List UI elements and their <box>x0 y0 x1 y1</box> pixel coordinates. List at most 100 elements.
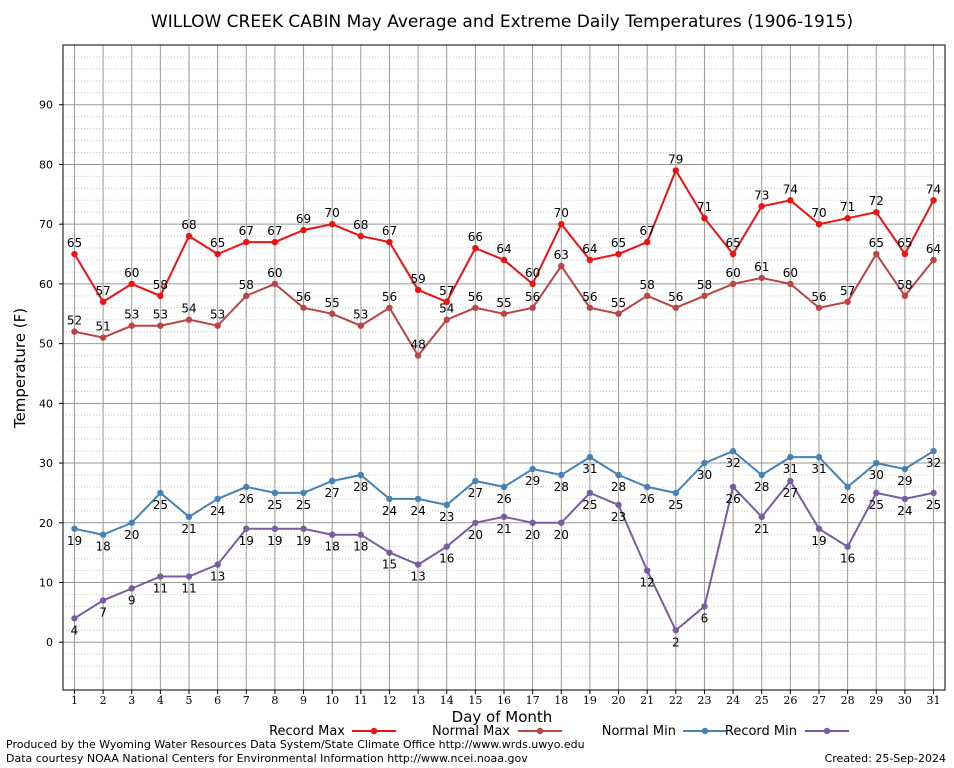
data-label: 65 <box>725 236 740 250</box>
data-point <box>472 304 479 311</box>
x-tick-label: 24 <box>726 694 740 707</box>
data-point <box>99 298 107 306</box>
data-label: 57 <box>439 284 454 298</box>
data-label: 54 <box>181 302 196 316</box>
data-point <box>844 214 851 222</box>
data-label: 64 <box>582 242 597 256</box>
data-point <box>271 238 279 246</box>
x-tick-label: 13 <box>411 694 425 707</box>
y-tick-label: 60 <box>39 278 53 291</box>
data-label: 52 <box>67 314 82 328</box>
data-point <box>787 280 794 288</box>
data-label: 68 <box>353 218 368 232</box>
data-label: 31 <box>783 462 798 476</box>
data-label: 13 <box>410 570 425 584</box>
data-point <box>243 238 250 246</box>
x-tick-label: 23 <box>697 694 711 707</box>
data-point <box>643 483 651 491</box>
x-tick-label: 19 <box>583 694 597 707</box>
data-label: 2 <box>672 635 680 649</box>
data-point <box>71 328 78 335</box>
data-label: 64 <box>926 242 941 256</box>
data-point <box>901 292 909 300</box>
x-tick-label: 16 <box>497 694 511 707</box>
data-point <box>615 501 622 509</box>
data-point <box>558 471 565 479</box>
data-label: 54 <box>439 302 454 316</box>
data-point <box>328 531 336 538</box>
y-tick-label: 40 <box>39 397 53 410</box>
data-label: 23 <box>611 510 626 524</box>
data-point <box>672 627 680 634</box>
x-tick-label: 26 <box>783 694 797 707</box>
data-point <box>214 561 221 568</box>
data-point <box>214 495 221 503</box>
data-label: 73 <box>754 188 769 202</box>
data-label: 26 <box>496 492 511 506</box>
data-point <box>586 453 594 461</box>
legend-swatch-marker <box>536 727 544 735</box>
series-record-max: 65 57 60 58 68 65 67 67 69 70 68 67 59 57 66 64 60 70 64 65… <box>67 152 941 306</box>
data-point <box>386 304 393 311</box>
x-tick-label: 15 <box>468 694 482 707</box>
data-point <box>128 519 135 526</box>
data-point <box>243 525 250 532</box>
data-label: 19 <box>67 534 82 548</box>
data-point <box>529 280 536 288</box>
data-point <box>185 573 193 580</box>
data-label: 25 <box>926 498 941 512</box>
data-point <box>128 585 135 592</box>
data-label: 67 <box>239 224 254 238</box>
legend-swatch-marker <box>823 727 831 735</box>
data-point <box>472 244 479 252</box>
x-tick-label: 2 <box>100 694 107 707</box>
data-point <box>815 304 823 311</box>
y-tick-label: 90 <box>39 99 53 112</box>
data-label: 24 <box>897 504 912 518</box>
data-label: 67 <box>267 224 282 238</box>
data-label: 67 <box>640 224 655 238</box>
data-label: 60 <box>124 266 139 280</box>
data-label: 24 <box>410 504 425 518</box>
data-point <box>157 322 164 329</box>
data-label: 65 <box>210 236 225 250</box>
data-point <box>386 549 393 556</box>
data-label: 65 <box>611 236 626 250</box>
data-point <box>815 453 823 461</box>
footer-produced-by: Produced by the Wyoming Water Resources … <box>6 738 585 751</box>
data-point <box>901 495 909 503</box>
x-tick-label: 18 <box>554 694 568 707</box>
data-point <box>930 447 937 455</box>
data-point <box>729 280 737 288</box>
grid <box>63 45 945 691</box>
data-label: 21 <box>754 522 769 536</box>
data-point <box>214 322 221 329</box>
data-label: 19 <box>811 534 826 548</box>
data-label: 57 <box>95 284 110 298</box>
data-point <box>271 280 279 288</box>
data-label: 26 <box>640 492 655 506</box>
data-point <box>930 256 937 264</box>
series-record-min: 4 7 9 11 11 13 19 19 19 18 18 15 13 16 20 21 20 20 25 23 12 2… <box>71 477 941 649</box>
data-label: 71 <box>697 200 712 214</box>
data-point <box>300 525 307 532</box>
data-label: 20 <box>525 528 540 542</box>
data-point <box>586 304 594 311</box>
data-point <box>758 274 765 282</box>
data-label: 63 <box>554 248 569 262</box>
data-label: 12 <box>640 576 655 590</box>
data-label: 70 <box>554 206 569 220</box>
data-point <box>930 489 937 497</box>
data-point <box>357 531 365 538</box>
x-tick-label: 22 <box>669 694 683 707</box>
data-point <box>873 250 880 258</box>
x-tick-label: 14 <box>440 694 454 707</box>
data-point <box>414 561 422 568</box>
data-label: 28 <box>353 480 368 494</box>
data-point <box>558 262 565 270</box>
data-label: 4 <box>71 623 79 637</box>
data-point <box>729 483 737 491</box>
x-tick-label: 4 <box>157 694 164 707</box>
data-label: 18 <box>353 540 368 554</box>
